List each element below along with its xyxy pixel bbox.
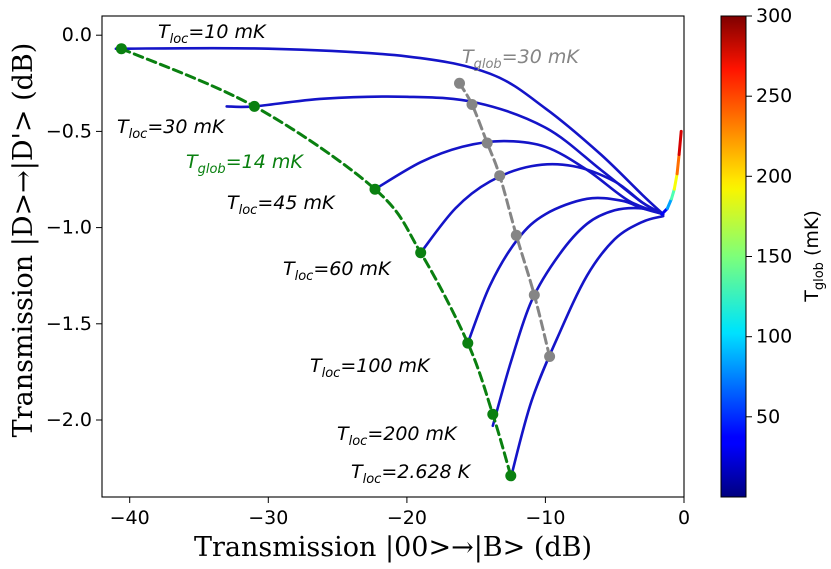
tail-segment (665, 197, 673, 210)
x-tick: −30 (248, 497, 288, 529)
x-tick: 0 (678, 497, 690, 529)
x-tick: −20 (387, 497, 427, 529)
annotation-tloc-60mk: Tloc=60 mK (283, 258, 392, 284)
series-line-t-loc-200-mk (491, 206, 665, 428)
tglob-14mk-point (505, 470, 517, 482)
x-tick: −10 (525, 497, 565, 529)
svg-text:50: 50 (756, 406, 780, 428)
svg-text:200: 200 (756, 165, 792, 187)
tglob-30mk-point (528, 289, 540, 301)
plot-frame (101, 15, 685, 498)
annotations: Tloc=10 mK Tloc=30 mK Tloc=45 mK Tloc=60… (117, 21, 580, 487)
colorbar-tick: 50 (746, 406, 780, 428)
svg-text:250: 250 (756, 85, 792, 107)
svg-text:−20: −20 (387, 507, 427, 529)
tglob-30mk-point (454, 77, 465, 89)
colorbar-tick: 150 (746, 246, 792, 268)
svg-text:100: 100 (756, 326, 792, 348)
annotation-tloc-100mk: Tloc=100 mK (310, 355, 431, 381)
tglob-14mk-point (369, 183, 381, 195)
y-tick: −2.0 (46, 409, 102, 431)
svg-text:300: 300 (756, 5, 792, 27)
series-line-t-loc-45-mk (373, 139, 665, 216)
tglob-30mk-point (466, 99, 478, 110)
svg-text:−2.0: −2.0 (46, 409, 92, 431)
tglob-14mk-point (415, 247, 427, 259)
tail-segment (675, 153, 681, 176)
svg-text:−1.0: −1.0 (46, 217, 92, 239)
tail-segment (670, 187, 676, 201)
y-axis: 0.0 −0.5 −1.0 −1.5 −2.0 Transmission |D>… (8, 24, 102, 437)
colorbar-tick: 200 (746, 165, 792, 187)
y-tick: 0.0 (62, 24, 102, 46)
annotation-tloc-200mk: Tloc=200 mK (337, 423, 458, 449)
series-line-t-loc-10-mk (114, 46, 665, 216)
y-tick: −1.5 (46, 313, 102, 335)
tglob-14mk-point (487, 408, 499, 420)
svg-text:0: 0 (678, 507, 690, 529)
colorbar-tick: 250 (746, 85, 792, 107)
y-tick: −1.0 (46, 217, 102, 239)
annotation-tloc-10mk: Tloc=10 mK (158, 21, 267, 47)
svg-text:−1.5: −1.5 (46, 313, 92, 335)
annotation-tloc-30mk: Tloc=30 mK (117, 116, 226, 142)
svg-text:−30: −30 (248, 507, 288, 529)
tglob-30mk-point (494, 170, 506, 182)
tglob-14mk-point (248, 100, 260, 112)
x-tick: −40 (110, 497, 150, 529)
tail-segment (677, 129, 683, 156)
series-line-t-loc-2-628-k (509, 214, 665, 480)
colorbar-tick: 100 (746, 326, 792, 348)
tail-segment (672, 172, 679, 191)
svg-text:−0.5: −0.5 (46, 120, 92, 142)
svg-text:150: 150 (756, 246, 792, 268)
y-axis-label: Transmission |D>→|D'> (dB) (8, 43, 39, 438)
y-tick: −0.5 (46, 120, 102, 142)
colorbar-label: Tglob (mK) (801, 210, 827, 303)
tglob-30mk-point (510, 229, 522, 241)
tglob-14mk-line (119, 47, 513, 478)
annotation-tloc-45mk: Tloc=45 mK (227, 192, 336, 218)
annotation-tglob-30mk: Tglob=30 mK (462, 46, 580, 72)
tglob-30mk-point (481, 137, 493, 149)
x-axis: −40 −30 −20 −10 0 Transmission |00>→|B> … (110, 497, 690, 563)
colorbar: 50 100 150 200 250 300 Tglob (mK) (720, 5, 827, 498)
colorbar-tick: 300 (746, 5, 792, 27)
svg-text:0.0: 0.0 (62, 24, 92, 46)
annotation-tglob-14mk: Tglob=14 mK (186, 151, 304, 177)
svg-text:−10: −10 (525, 507, 565, 529)
tglob-14mk-point (462, 337, 474, 349)
svg-text:−40: −40 (110, 507, 150, 529)
colorbar-gradient (720, 15, 747, 498)
tglob-30mk-point (544, 351, 556, 362)
series-line-t-loc-60-mk (419, 162, 665, 254)
annotation-tloc-2628k: Tloc=2.628 K (351, 461, 472, 487)
x-axis-label: Transmission |00>→|B> (dB) (194, 532, 592, 563)
tglob-14mk-point (115, 43, 127, 55)
